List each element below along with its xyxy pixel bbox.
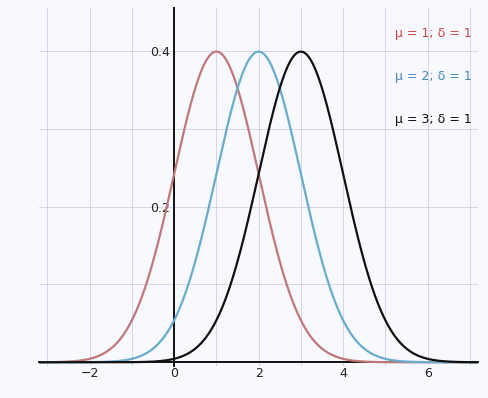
Text: μ = 1; δ = 1: μ = 1; δ = 1 — [395, 27, 471, 39]
Text: μ = 3; δ = 1: μ = 3; δ = 1 — [395, 113, 471, 125]
Text: μ = 2; δ = 1: μ = 2; δ = 1 — [395, 70, 471, 82]
